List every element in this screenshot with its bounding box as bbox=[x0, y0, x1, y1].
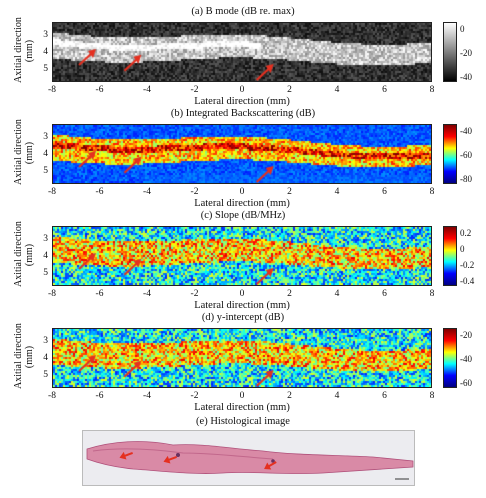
histology-image bbox=[82, 430, 415, 486]
x-tick-label: -8 bbox=[48, 187, 56, 197]
panel-image-canvas bbox=[53, 125, 431, 183]
x-tick-label: -4 bbox=[143, 187, 151, 197]
x-axis-label: Lateral direction (mm) bbox=[194, 96, 290, 107]
x-tick-label: 6 bbox=[382, 289, 387, 299]
colorbar-tick-label: 0 bbox=[460, 24, 465, 34]
colorbar-tick-label: -40 bbox=[460, 126, 472, 136]
panel-image bbox=[52, 328, 432, 388]
x-tick-label: 6 bbox=[382, 187, 387, 197]
colorbar bbox=[443, 22, 457, 82]
x-tick-label: 6 bbox=[382, 391, 387, 401]
y-tick-label: 5 bbox=[43, 370, 48, 380]
x-axis-label: Lateral direction (mm) bbox=[194, 300, 290, 311]
x-tick-label: 4 bbox=[334, 187, 340, 197]
x-tick-label: -2 bbox=[190, 391, 199, 401]
y-tick-label: 4 bbox=[43, 353, 48, 363]
colorbar-tick-label: -0.2 bbox=[460, 260, 475, 270]
x-tick-label: 2 bbox=[287, 391, 292, 401]
colorbar-tick-label: 0 bbox=[460, 244, 465, 254]
panel-title: (a) B mode (dB re. max) bbox=[191, 6, 295, 17]
y-tick-label: 5 bbox=[43, 166, 48, 176]
y-tick-label: 3 bbox=[43, 30, 48, 40]
x-axis-label: Lateral direction (mm) bbox=[194, 198, 290, 209]
colorbar bbox=[443, 226, 457, 286]
x-tick-label: 0 bbox=[239, 289, 245, 299]
histology-tissue-graphic bbox=[86, 441, 414, 480]
x-tick-label: 4 bbox=[334, 391, 340, 401]
x-tick-label: -2 bbox=[190, 85, 199, 95]
x-tick-label: -4 bbox=[143, 85, 151, 95]
y-tick-label: 3 bbox=[43, 336, 48, 346]
histology-title: (e) Histological image bbox=[196, 416, 290, 427]
panel-image bbox=[52, 22, 432, 82]
x-tick-label: -6 bbox=[95, 187, 104, 197]
panel-image bbox=[52, 124, 432, 184]
panel-image-canvas bbox=[53, 23, 431, 81]
x-tick-label: -6 bbox=[95, 85, 104, 95]
x-tick-label: 8 bbox=[429, 391, 435, 401]
x-tick-label: 2 bbox=[287, 187, 292, 197]
x-tick-label: -8 bbox=[48, 289, 56, 299]
x-tick-label: -8 bbox=[48, 391, 56, 401]
x-tick-label: 6 bbox=[382, 85, 387, 95]
y-tick-label: 3 bbox=[43, 132, 48, 142]
x-tick-label: -4 bbox=[143, 289, 151, 299]
colorbar-tick-label: -20 bbox=[460, 48, 472, 58]
y-tick-label: 4 bbox=[43, 251, 48, 261]
x-tick-label: 8 bbox=[429, 289, 435, 299]
colorbar-tick-label: -0.4 bbox=[460, 276, 475, 286]
x-tick-label: 4 bbox=[334, 289, 340, 299]
y-tick-label: 4 bbox=[43, 47, 48, 57]
y-tick-label: 5 bbox=[43, 64, 48, 74]
x-tick-label: 8 bbox=[429, 85, 435, 95]
x-tick-label: 2 bbox=[287, 85, 292, 95]
x-tick-label: -6 bbox=[95, 289, 104, 299]
x-tick-label: -8 bbox=[48, 85, 56, 95]
x-tick-label: -4 bbox=[143, 391, 151, 401]
x-axis-label: Lateral direction (mm) bbox=[194, 402, 290, 413]
x-tick-label: -6 bbox=[95, 391, 104, 401]
x-tick-label: 0 bbox=[239, 187, 245, 197]
x-tick-label: -2 bbox=[190, 289, 199, 299]
panel-title: (c) Slope (dB/MHz) bbox=[200, 210, 286, 221]
y-tick-label: 5 bbox=[43, 268, 48, 278]
colorbar-tick-label: -40 bbox=[460, 72, 472, 82]
y-tick-label: 4 bbox=[43, 149, 48, 159]
panel-image-canvas bbox=[53, 329, 431, 387]
colorbar bbox=[443, 328, 457, 388]
colorbar-tick-label: -20 bbox=[460, 330, 472, 340]
x-tick-label: 0 bbox=[239, 391, 245, 401]
colorbar-tick-label: -60 bbox=[460, 150, 472, 160]
x-tick-label: 2 bbox=[287, 289, 292, 299]
x-tick-label: 8 bbox=[429, 187, 435, 197]
colorbar bbox=[443, 124, 457, 184]
panel-title: (b) Integrated Backscattering (dB) bbox=[170, 108, 316, 119]
panel-image-canvas bbox=[53, 227, 431, 285]
y-tick-label: 3 bbox=[43, 234, 48, 244]
colorbar-tick-label: -60 bbox=[460, 378, 472, 388]
x-tick-label: 4 bbox=[334, 85, 340, 95]
x-tick-label: 0 bbox=[239, 85, 245, 95]
panel-image bbox=[52, 226, 432, 286]
panel-title: (d) y-intercept (dB) bbox=[201, 312, 285, 323]
colorbar-tick-label: -40 bbox=[460, 354, 472, 364]
colorbar-tick-label: 0.2 bbox=[460, 228, 472, 238]
colorbar-tick-label: -80 bbox=[460, 174, 472, 184]
x-tick-label: -2 bbox=[190, 187, 199, 197]
